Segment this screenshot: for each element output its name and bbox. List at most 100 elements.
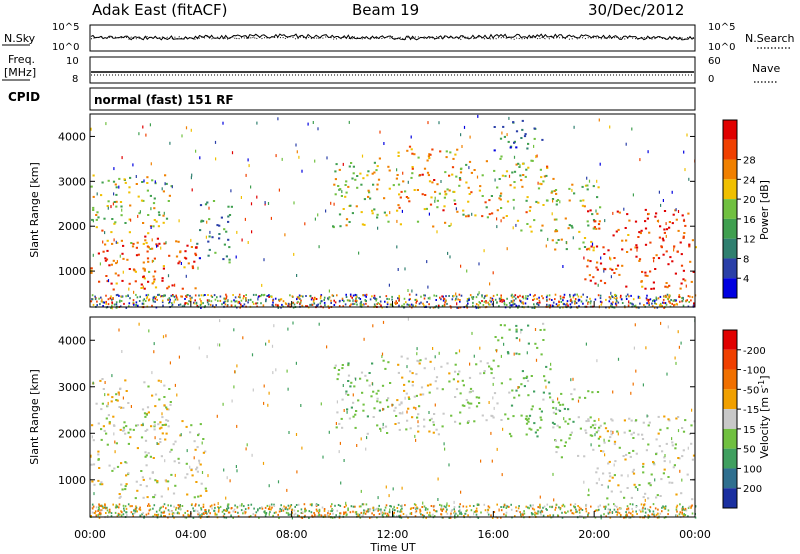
heat-cell [140, 199, 144, 202]
heat-cell [532, 513, 534, 515]
heat-cell [209, 512, 211, 515]
freq-panel: Freq. [MHz] 10 8 60 0 Nave [2, 53, 780, 85]
heat-cell [417, 430, 420, 433]
heat-cell [359, 377, 362, 380]
heat-cell [350, 295, 352, 298]
heat-cell [560, 439, 563, 442]
heat-cell [352, 401, 355, 404]
heat-cell [428, 153, 431, 156]
heat-cell [502, 125, 505, 128]
heat-cell [377, 496, 379, 500]
heat-cell [666, 286, 669, 289]
heat-cell [363, 337, 365, 341]
heat-cell [625, 142, 627, 146]
heat-cell [153, 278, 156, 281]
heat-cell [635, 255, 638, 258]
heat-cell [492, 271, 494, 275]
heat-cell [641, 285, 644, 288]
heat-cell [621, 302, 624, 304]
heat-cell [265, 513, 267, 516]
heat-cell [360, 183, 363, 186]
heat-cell [97, 450, 100, 453]
heat-cell [244, 511, 246, 515]
heat-cell [479, 185, 482, 188]
heat-cell [525, 297, 527, 300]
heat-cell [280, 509, 283, 512]
heat-cell [430, 196, 433, 199]
heat-cell [322, 514, 324, 517]
heat-cell [154, 286, 158, 289]
heat-cell [213, 509, 215, 512]
heat-cell [167, 425, 170, 428]
heat-cell [429, 296, 431, 300]
heat-cell [496, 447, 498, 451]
heat-cell [233, 385, 235, 389]
heat-cell [424, 294, 426, 297]
heat-cell [304, 510, 306, 513]
heat-cell [379, 295, 381, 298]
heat-cell [546, 165, 549, 168]
heat-cell [501, 473, 503, 477]
heat-cell [659, 225, 662, 228]
heat-cell [664, 454, 666, 457]
heat-cell [440, 506, 443, 509]
heat-cell [473, 512, 475, 516]
heat-cell [118, 300, 121, 303]
heat-cell [621, 239, 624, 242]
heat-cell [663, 231, 666, 234]
heat-cell [688, 505, 691, 508]
heat-cell [477, 396, 481, 399]
heat-cell [429, 514, 432, 517]
heat-cell [395, 177, 398, 180]
heat-cell [313, 298, 315, 301]
heat-cell [678, 345, 680, 349]
heat-cell [507, 352, 510, 355]
heat-cell [531, 507, 534, 510]
heat-cell [409, 298, 411, 300]
heat-cell [264, 201, 266, 204]
heat-cell [156, 480, 159, 483]
heat-cell [452, 295, 454, 298]
heat-cell [146, 189, 149, 192]
heat-cell [540, 513, 542, 516]
heat-cell [630, 391, 632, 395]
heat-cell [485, 294, 487, 297]
heat-cell [614, 460, 617, 463]
heat-cell [119, 299, 121, 302]
heat-cell [123, 302, 125, 305]
heat-cell [272, 514, 274, 517]
heat-cell [456, 148, 459, 151]
heat-cell [588, 488, 590, 492]
heat-cell [385, 399, 389, 402]
heat-cell [559, 507, 562, 510]
heat-cell [110, 205, 112, 209]
heat-cell [648, 421, 651, 424]
heat-cell [585, 420, 588, 423]
heat-cell [555, 503, 558, 506]
heat-cell [507, 417, 510, 420]
heat-cell [168, 254, 171, 257]
heat-cell [450, 222, 452, 226]
heat-cell [369, 507, 372, 510]
heat-cell [136, 510, 138, 513]
heat-cell [570, 224, 573, 227]
heat-cell [461, 379, 464, 382]
heat-cell [343, 459, 345, 462]
heat-cell [145, 294, 148, 297]
heat-cell [674, 209, 677, 212]
x-tick-label: 08:00 [276, 528, 308, 541]
heat-cell [526, 379, 530, 382]
heat-cell [646, 294, 648, 297]
heat-cell [340, 481, 342, 485]
heat-cell [338, 305, 341, 307]
heat-cell [609, 125, 611, 129]
heat-cell [236, 230, 238, 234]
heat-cell [177, 262, 180, 265]
heat-cell [429, 383, 432, 386]
heat-cell [202, 438, 205, 440]
heat-cell [443, 196, 446, 199]
heat-cell [166, 287, 169, 290]
heat-cell [592, 246, 595, 249]
heat-cell [686, 299, 688, 302]
heat-cell [630, 433, 633, 436]
